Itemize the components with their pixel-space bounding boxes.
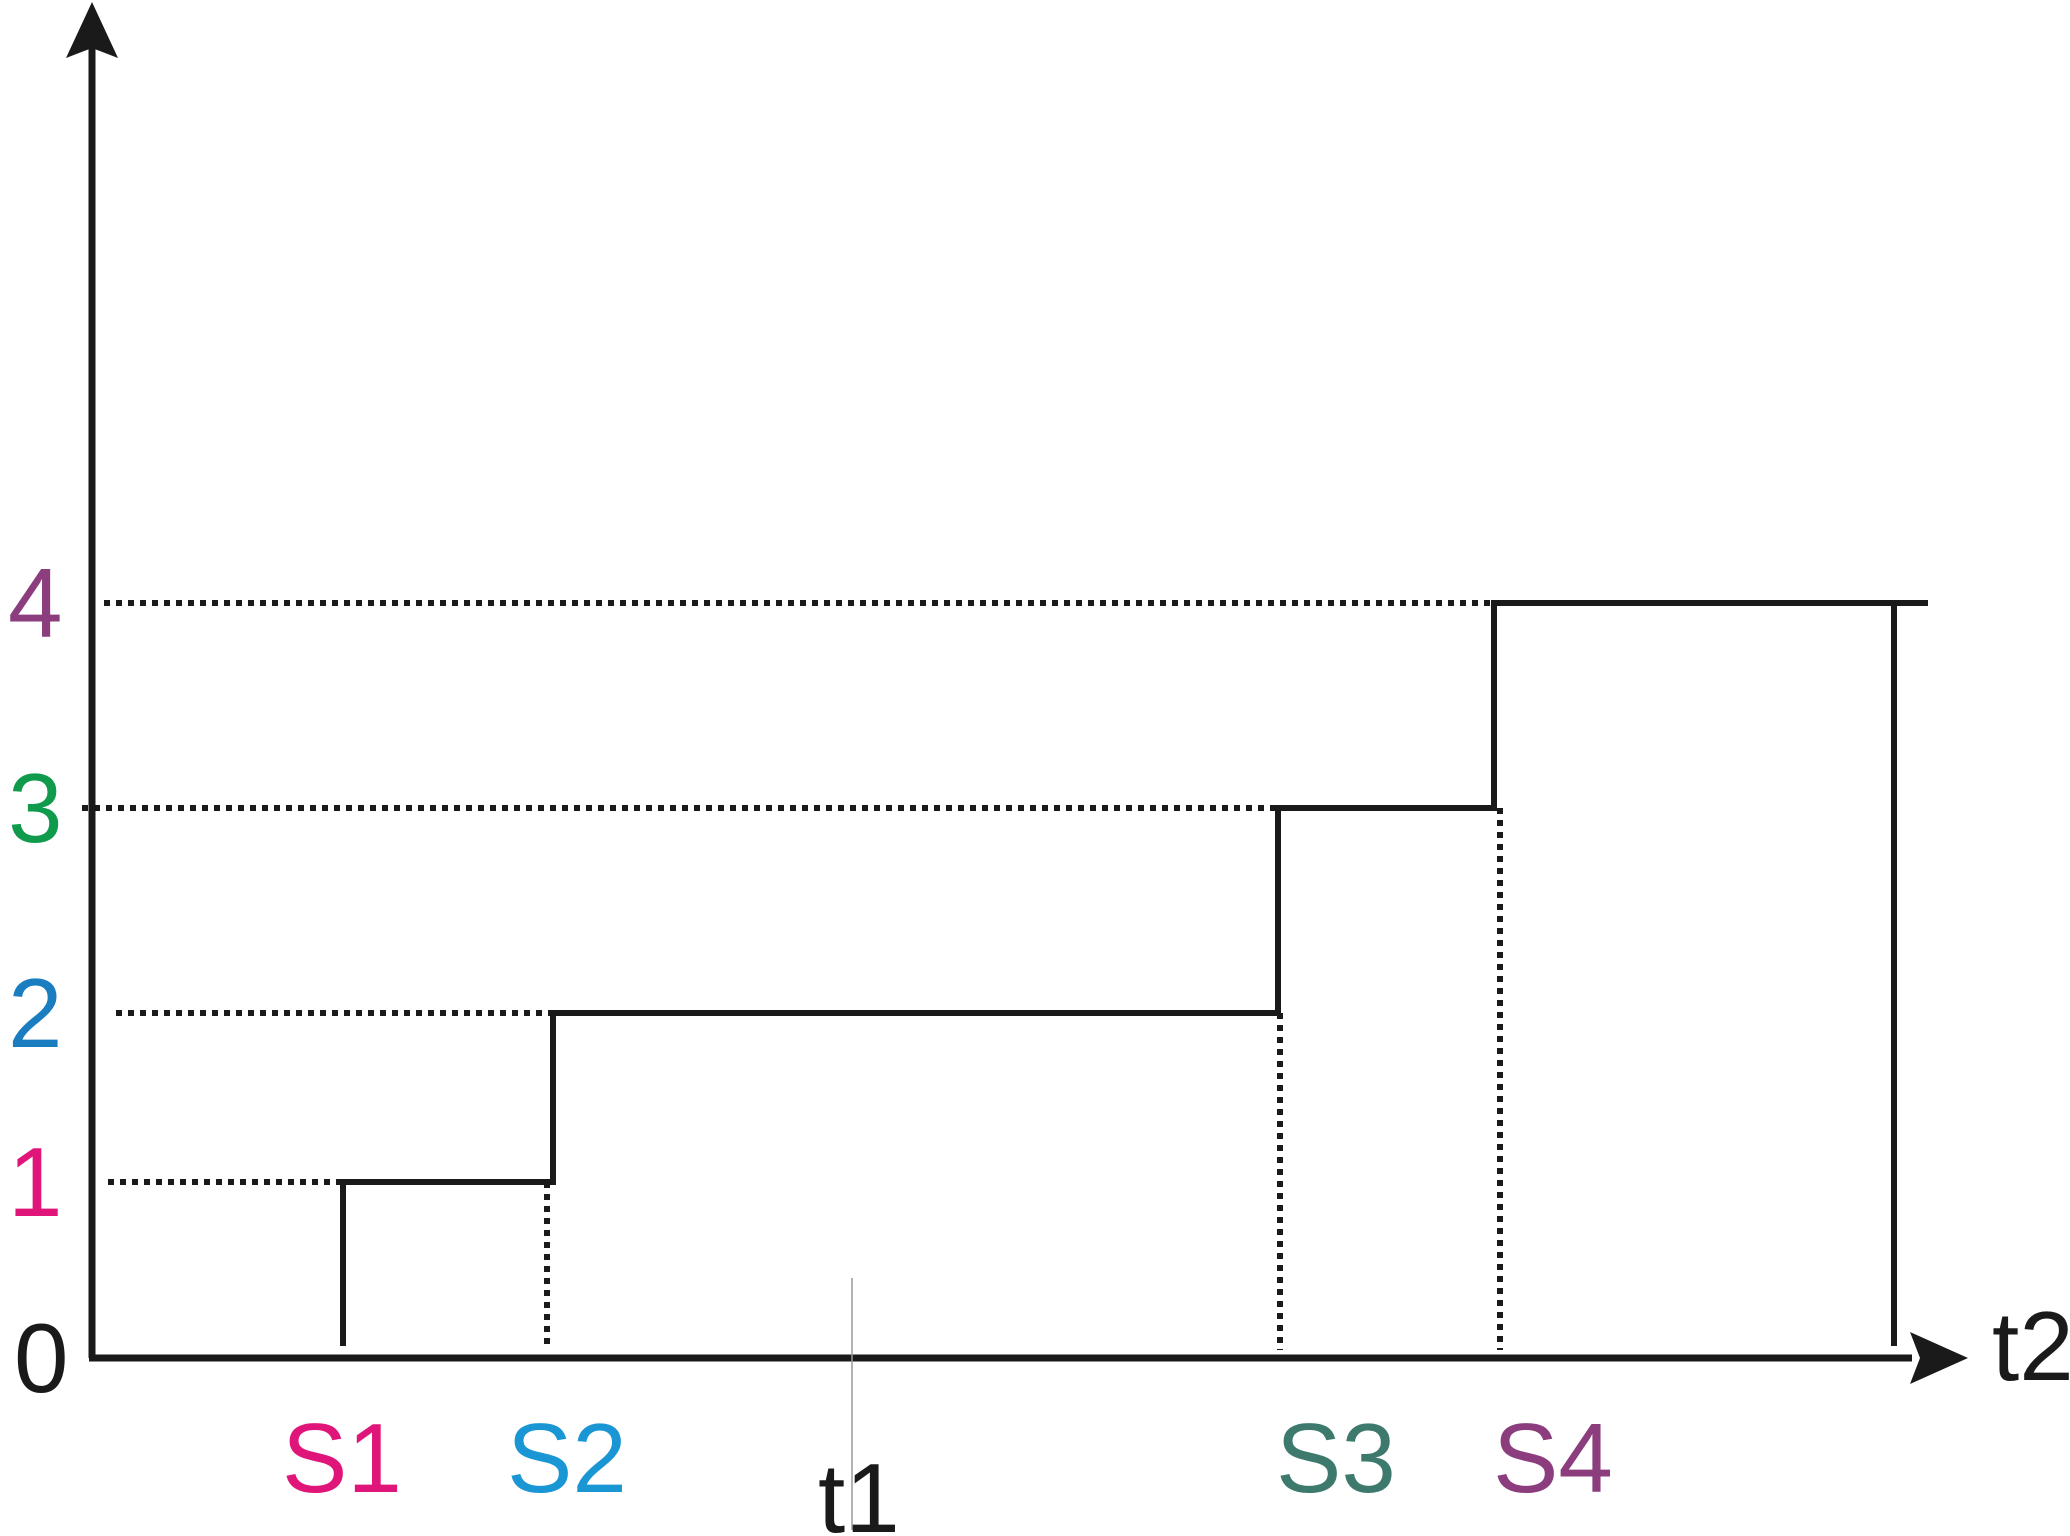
marker-label-s4: S4	[1493, 1403, 1613, 1513]
y-tick-label-4: 4	[8, 548, 63, 658]
y-tick-label-0: 0	[14, 1303, 69, 1413]
y-axis-arrow-icon	[66, 2, 118, 58]
labels: t2 t1 0 1 2 3 4 S1 S2 S3 S4	[8, 548, 2070, 1536]
t1-label: t1	[818, 1443, 900, 1536]
marker-label-s2: S2	[507, 1403, 627, 1513]
y-tick-label-1: 1	[8, 1127, 63, 1237]
step-line	[340, 600, 1897, 1346]
marker-label-s1: S1	[282, 1403, 402, 1513]
marker-label-s3: S3	[1276, 1403, 1396, 1513]
x-axis-label: t2	[1992, 1291, 2070, 1401]
dotted-guide-lines	[82, 600, 1530, 1350]
axes	[66, 2, 1968, 1384]
y-tick-label-2: 2	[8, 958, 63, 1068]
y-tick-label-3: 3	[8, 753, 63, 863]
x-axis-arrow-icon	[1910, 1332, 1968, 1384]
step-series	[340, 600, 1928, 1346]
